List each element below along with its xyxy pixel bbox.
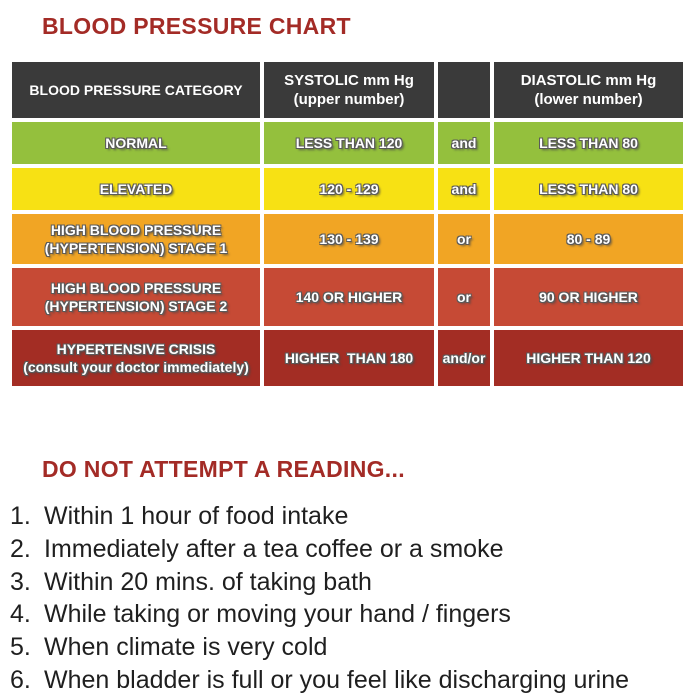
list-item: 4. While taking or moving your hand / fi… [10,598,690,631]
list-item-number: 5. [10,633,31,662]
row-normal-diastolic: LESS THAN 80 [494,122,683,164]
list-item-text: When climate is very cold [44,633,328,662]
list-item: 6. When bladder is full or you feel like… [10,664,690,697]
row-elevated-systolic: 120 - 129 [264,168,434,210]
row-normal-category: NORMAL [12,122,260,164]
row-stage1-connector: or [438,214,490,264]
row-elevated-connector: and [438,168,490,210]
row-elevated-diastolic: LESS THAN 80 [494,168,683,210]
category-label: NORMAL [105,134,167,151]
row-stage1-diastolic: 80 - 89 [494,214,683,264]
category-label: ELEVATED [99,180,173,197]
header-category-cell: BLOOD PRESSURE CATEGORY [12,62,260,118]
list-item-number: 2. [10,534,31,563]
list-item-number: 1. [10,502,31,530]
list-item: 2. Immediately after a tea coffee or a s… [10,533,690,566]
row-stage2-diastolic: 90 OR HIGHER [494,268,683,326]
list-item-text: When bladder is full or you feel like di… [44,665,630,694]
category-label-line2: (HYPERTENSION) STAGE 2 [44,298,228,314]
list-item: 3. Within 20 mins. of taking bath [10,566,690,599]
page-title: BLOOD PRESSURE CHART [42,13,351,39]
row-stage2-systolic: 140 OR HIGHER [264,268,434,326]
list-item: 5. When climate is very cold [10,631,690,664]
row-stage1-systolic: 130 - 139 [264,214,434,264]
blood-pressure-table: BLOOD PRESSURE CATEGORY SYSTOLIC mm Hg (… [12,62,683,386]
category-label-line1: HYPERTENSIVE CRISIS [56,340,216,357]
category-label-line2: (HYPERTENSION) STAGE 1 [44,240,228,256]
do-not-heading: DO NOT ATTEMPT A READING... [42,456,405,482]
row-stage1-category: HIGH BLOOD PRESSURE (HYPERTENSION) STAGE… [12,214,260,264]
row-stage2-connector: or [438,268,490,326]
category-label-line1: HIGH BLOOD PRESSURE [50,279,222,296]
category-label-line1: HIGH BLOOD PRESSURE [50,221,222,238]
list-item-text: Within 20 mins. of taking bath [44,567,372,596]
row-crisis-systolic: HIGHER THAN 180 [264,330,434,386]
list-item-number: 4. [10,600,31,629]
header-systolic-cell: SYSTOLIC mm Hg (upper number) [264,62,434,118]
list-item-text: Within 1 hour of food intake [44,502,349,530]
category-label-line2: (consult your doctor immediately) [23,359,249,375]
header-diastolic-line1: DIASTOLIC mm Hg [520,71,657,89]
header-systolic-line1: SYSTOLIC mm Hg [284,71,414,89]
list-item: 1. Within 1 hour of food intake [10,500,690,533]
list-item-text: Immediately after a tea coffee or a smok… [44,534,504,563]
header-diastolic-cell: DIASTOLIC mm Hg (lower number) [494,62,683,118]
header-systolic-line2: (upper number) [293,91,405,108]
header-connector-cell [438,62,490,118]
row-crisis-category: HYPERTENSIVE CRISIS (consult your doctor… [12,330,260,386]
list-item-number: 6. [10,665,31,694]
header-diastolic-line2: (lower number) [534,91,643,108]
row-normal-systolic: LESS THAN 120 [264,122,434,164]
row-stage2-category: HIGH BLOOD PRESSURE (HYPERTENSION) STAGE… [12,268,260,326]
row-crisis-diastolic: HIGHER THAN 120 [494,330,683,386]
row-normal-connector: and [438,122,490,164]
do-not-list: 1. Within 1 hour of food intake 2. Immed… [10,500,690,697]
row-elevated-category: ELEVATED [12,168,260,210]
row-crisis-connector: and/or [438,330,490,386]
list-item-number: 3. [10,567,31,596]
list-item-text: While taking or moving your hand / finge… [44,600,511,629]
